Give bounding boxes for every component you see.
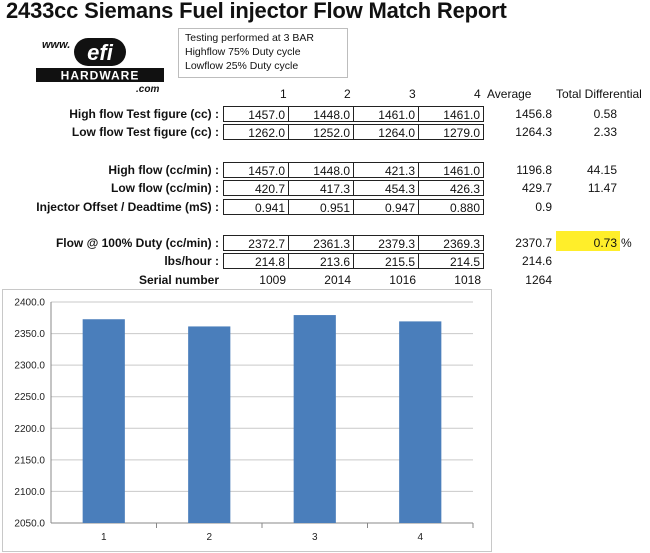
- table-cell: 1279.0: [418, 124, 484, 140]
- average-value: 1456.8: [515, 107, 552, 121]
- table-cell: 215.5: [353, 253, 419, 269]
- row-label: Serial number: [138, 273, 219, 287]
- average-value: 0.9: [535, 200, 552, 214]
- svg-text:efi: efi: [87, 40, 114, 65]
- total-differential-value: 0.73: [593, 236, 617, 250]
- svg-text:.com: .com: [136, 84, 159, 92]
- col-header-1: 1: [280, 87, 287, 101]
- table-cell: 1009: [259, 273, 286, 287]
- row-label: Flow @ 100% Duty (cc/min) :: [55, 236, 219, 250]
- bar: [82, 319, 125, 523]
- table-cell: 0.947: [353, 199, 419, 215]
- row-label: Injector Offset / Deadtime (mS) :: [36, 200, 219, 214]
- table-cell: 1448.0: [288, 106, 354, 122]
- table-cell: 2369.3: [418, 235, 484, 251]
- y-tick-label: 2300.0: [14, 361, 45, 372]
- note-pressure: Testing performed at 3 BAR: [185, 32, 314, 44]
- x-tick-label: 1: [101, 532, 107, 543]
- table-cell: 421.3: [353, 162, 419, 178]
- flow-bar-chart: 2050.0 2100.0 2150.0 2200.0 2250.0 2300.0 2350…: [2, 289, 492, 552]
- y-tick-label: 2400.0: [14, 298, 45, 309]
- table-cell: 1461.0: [418, 162, 484, 178]
- table-cell: 426.3: [418, 180, 484, 196]
- table-cell: 1448.0: [288, 162, 354, 178]
- table-cell: 2379.3: [353, 235, 419, 251]
- y-tick-label: 2050.0: [14, 519, 45, 530]
- row-label: High flow Test figure (cc) :: [69, 107, 219, 121]
- table-cell: 0.941: [223, 199, 289, 215]
- table-cell: 0.951: [288, 199, 354, 215]
- efi-hardware-logo: www. efi HARDWARE .com: [36, 38, 164, 92]
- note-highflow: Highflow 75% Duty cycle: [185, 46, 301, 58]
- col-header-3: 3: [409, 87, 416, 101]
- table-cell: 1264.0: [353, 124, 419, 140]
- row-label: Low flow (cc/min) :: [111, 181, 219, 195]
- table-cell: 1461.0: [418, 106, 484, 122]
- y-tick-label: 2100.0: [14, 487, 45, 498]
- table-cell: 420.7: [223, 180, 289, 196]
- col-header-2: 2: [344, 87, 351, 101]
- table-cell: 1018: [454, 273, 481, 287]
- table-cell: 1461.0: [353, 106, 419, 122]
- total-differential-header: Total Differential: [556, 87, 642, 101]
- table-cell: 1457.0: [223, 106, 289, 122]
- x-tick-label: 4: [417, 532, 423, 543]
- table-cell: 1262.0: [223, 124, 289, 140]
- average-value: 1264.3: [515, 125, 552, 139]
- table-cell: 214.8: [223, 253, 289, 269]
- x-tick-label: 2: [206, 532, 212, 543]
- average-value: 214.6: [521, 254, 552, 268]
- total-differential-value: 0.58: [593, 107, 617, 121]
- table-cell: 2372.7: [223, 235, 289, 251]
- row-label: High flow (cc/min) :: [108, 163, 219, 177]
- total-differential-value: 11.47: [587, 181, 617, 195]
- y-tick-label: 2250.0: [14, 392, 45, 403]
- percent-unit: %: [621, 236, 632, 250]
- table-cell: 1016: [389, 273, 416, 287]
- note-lowflow: Lowflow 25% Duty cycle: [185, 60, 299, 72]
- test-conditions-box: Testing performed at 3 BAR Highflow 75% …: [178, 28, 348, 78]
- table-cell: 213.6: [288, 253, 354, 269]
- table-cell: 2014: [324, 273, 351, 287]
- total-differential-value: 44.15: [586, 163, 617, 177]
- total-differential-value: 2.33: [593, 125, 617, 139]
- table-cell: 1252.0: [288, 124, 354, 140]
- table-cell: 214.5: [418, 253, 484, 269]
- page-title: 2433cc Siemans Fuel injector Flow Match …: [6, 0, 507, 23]
- average-value: 2370.7: [515, 236, 552, 250]
- y-tick-label: 2150.0: [14, 455, 45, 466]
- average-value: 1264: [525, 273, 552, 287]
- bar: [399, 321, 442, 523]
- y-tick-label: 2200.0: [14, 424, 45, 435]
- average-value: 429.7: [521, 181, 552, 195]
- average-header: Average: [487, 87, 532, 101]
- svg-text:www.: www.: [42, 39, 70, 51]
- table-cell: 0.880: [418, 199, 484, 215]
- row-label: lbs/hour :: [164, 254, 219, 268]
- bar: [188, 326, 231, 523]
- col-header-4: 4: [474, 87, 481, 101]
- row-label: Low flow Test figure (cc) :: [71, 125, 219, 139]
- table-cell: 417.3: [288, 180, 354, 196]
- table-cell: 2361.3: [288, 235, 354, 251]
- y-tick-label: 2350.0: [14, 329, 45, 340]
- table-cell: 1457.0: [223, 162, 289, 178]
- differential-highlight: [556, 231, 620, 251]
- average-value: 1196.8: [516, 163, 552, 177]
- table-cell: 454.3: [353, 180, 419, 196]
- bar: [293, 315, 336, 523]
- x-tick-label: 3: [312, 532, 318, 543]
- svg-text:HARDWARE: HARDWARE: [61, 69, 140, 83]
